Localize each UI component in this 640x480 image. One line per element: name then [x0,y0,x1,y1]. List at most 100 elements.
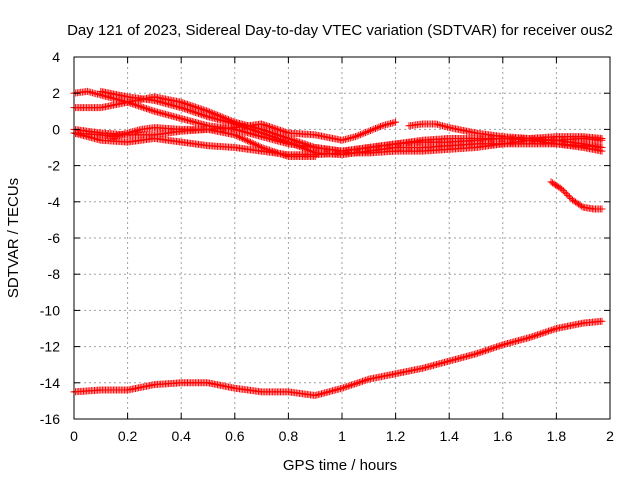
data-point [537,330,545,338]
data-point [248,139,256,147]
data-point [210,110,218,118]
data-point [190,103,198,111]
x-tick-label: 1.4 [439,428,459,444]
data-point [295,138,303,146]
data-point [231,131,239,139]
data-point [349,381,357,389]
data-point [545,327,553,335]
data-point [217,112,225,120]
data-point [188,102,196,110]
data-point [540,329,548,337]
series-s6 [70,129,606,159]
data-point [541,328,549,336]
data-point [341,383,349,391]
y-tick-label: 4 [52,49,60,65]
data-point [253,141,261,149]
data-point [250,140,258,148]
data-point [182,100,190,108]
data-point [598,317,606,325]
data-point [360,377,368,385]
data-point [280,151,288,159]
data-point [558,185,566,193]
data-point [548,326,556,334]
data-point [259,121,267,129]
y-tick-label: -16 [40,411,60,427]
data-point [475,349,483,357]
data-point [486,345,494,353]
data-point [212,110,220,118]
data-point [280,127,288,135]
data-point [543,328,551,336]
data-point [139,104,147,112]
data-point [527,333,535,341]
data-point [477,348,485,356]
data-point [269,147,277,155]
data-point [240,135,248,143]
data-point [598,205,606,213]
data-point [218,113,226,121]
data-point [578,202,586,210]
data-point [355,131,363,139]
data-point [351,380,359,388]
data-point [496,342,504,350]
data-point [243,137,251,145]
data-point [213,111,221,119]
data-point [187,101,195,109]
data-point [598,144,606,151]
data-point [546,327,554,335]
x-tick-label: 0.8 [279,428,299,444]
y-tick-label: -4 [48,194,61,210]
data-point [535,330,543,338]
y-tick-label: 2 [52,85,60,101]
data-point [278,150,286,158]
data-point [281,151,289,159]
data-point [236,133,244,141]
x-tick-label: 1.2 [386,428,406,444]
data-point [234,132,242,140]
data-point [201,106,209,114]
data-point [220,114,228,122]
data-point [565,193,573,201]
data-point [481,347,489,355]
data-point [347,381,355,389]
data-point [302,140,310,148]
grid [74,57,610,419]
data-point [270,148,278,156]
data-point [261,121,269,129]
data-point [184,100,192,108]
data-point [368,126,376,134]
data-point [261,145,269,153]
data-point [229,118,237,126]
data-point [353,132,361,140]
data-point [363,128,371,136]
data-point [207,109,215,117]
data-point [195,104,203,112]
data-point [370,125,378,133]
data-point [196,105,204,113]
data-point [366,127,374,135]
y-tick-label: -8 [48,266,61,282]
data-point [340,384,348,392]
data-point [488,345,496,353]
data-point [372,124,379,132]
y-tick-label: -2 [48,158,61,174]
data-point [497,341,505,349]
series-s8 [405,120,606,144]
data-point [264,146,272,154]
data-point [191,103,199,111]
data-point [258,144,266,151]
data-point [281,128,289,136]
data-point [141,104,149,112]
data-point [272,125,280,133]
data-point [275,149,283,157]
data-point [286,135,294,143]
data-point [262,145,270,153]
x-tick-label: 0.6 [225,428,245,444]
data-point [564,191,572,199]
data-point [199,106,207,114]
data-point [149,107,157,115]
data-point [138,103,146,111]
x-tick-label: 1.8 [547,428,567,444]
data-point [237,134,245,142]
data-point [269,124,277,132]
